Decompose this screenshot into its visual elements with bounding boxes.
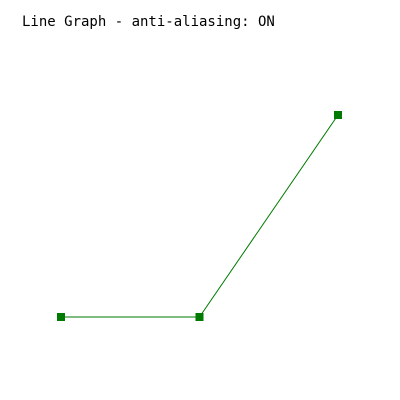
data-point-2: [195, 313, 204, 321]
data-point-1: [57, 313, 65, 321]
data-point-3: [334, 111, 342, 119]
series-line-1: [61, 114, 339, 318]
chart-title: Line Graph - anti-aliasing: ON: [22, 14, 275, 30]
